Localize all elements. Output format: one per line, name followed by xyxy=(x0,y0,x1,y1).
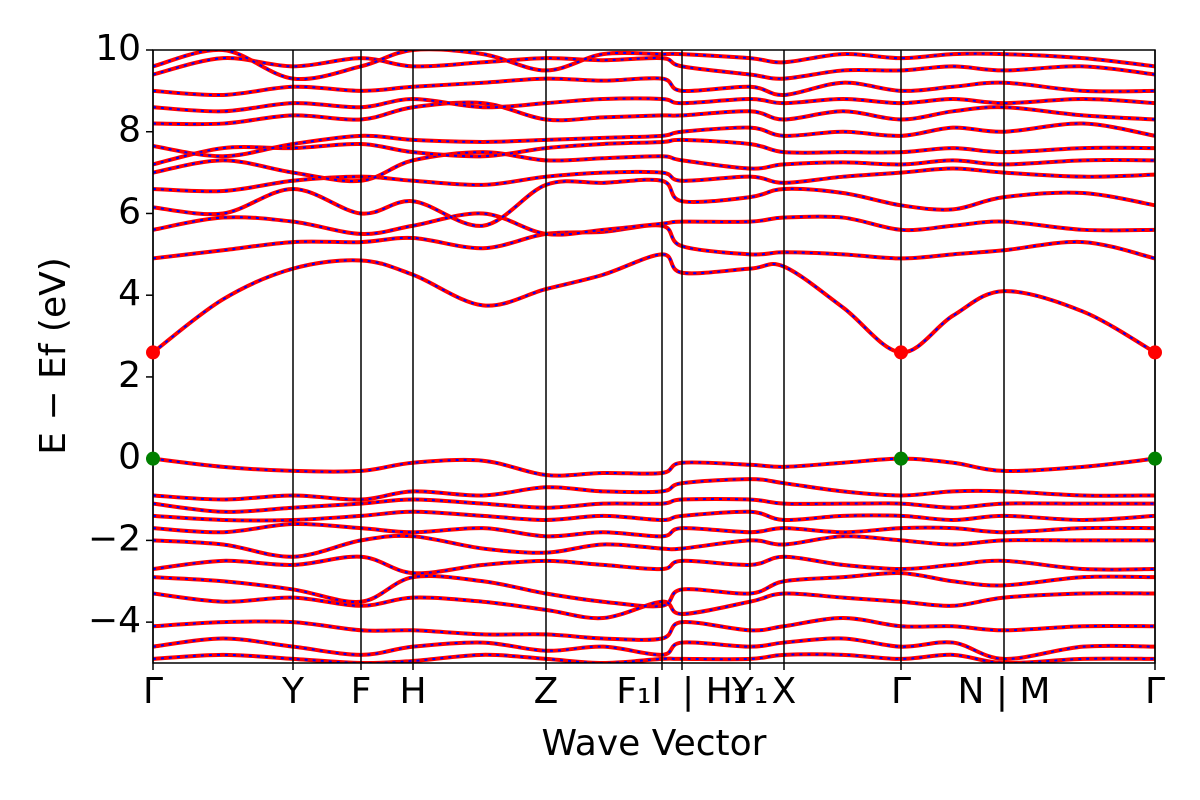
x-tick-label: Y₁ xyxy=(731,671,768,712)
x-tick-label: H xyxy=(399,671,426,712)
band-dashed xyxy=(153,97,1155,113)
y-tick-label: 8 xyxy=(118,110,141,151)
band-dashed xyxy=(153,50,1155,81)
band-dashed xyxy=(153,617,1155,641)
band-dashed xyxy=(153,522,1155,538)
y-tick-label: −2 xyxy=(88,518,141,559)
x-tick-label: F xyxy=(351,671,372,712)
band-dashed xyxy=(153,101,1155,126)
band xyxy=(153,477,1155,502)
band-dashed xyxy=(153,534,1155,558)
band-dashed xyxy=(153,77,1155,97)
x-tick-label: Z xyxy=(534,671,559,712)
band xyxy=(153,554,1155,576)
x-tick-label: Y xyxy=(281,671,305,712)
band-edge-marker xyxy=(894,345,908,360)
band xyxy=(153,509,1155,523)
x-tick-label: N | M xyxy=(957,671,1050,712)
band-dashed xyxy=(153,572,1155,608)
band-edge-marker xyxy=(894,451,908,466)
band-edge-marker xyxy=(1148,345,1162,360)
band-dashed xyxy=(153,178,1155,227)
band-dashed xyxy=(153,457,1155,477)
band-dashed xyxy=(153,167,1155,193)
band-dashed xyxy=(153,212,1155,236)
band-dashed xyxy=(153,253,1155,354)
band-dashed xyxy=(153,56,1155,80)
x-tick-label: Γ xyxy=(891,671,911,712)
y-tick-label: 10 xyxy=(95,28,141,69)
x-tick-label: | H₁ xyxy=(682,671,747,712)
band-edge-marker xyxy=(1148,451,1162,466)
y-tick-label: 4 xyxy=(118,273,141,314)
x-tick-label: Γ xyxy=(1145,671,1165,712)
band-dashed xyxy=(153,151,1155,183)
band-dashed xyxy=(153,224,1155,260)
y-tick-label: 2 xyxy=(118,355,141,396)
band-edge-marker xyxy=(146,345,160,360)
y-tick-label: −4 xyxy=(88,600,141,641)
band-dashed xyxy=(153,122,1155,158)
y-tick-label: 6 xyxy=(118,191,141,232)
band-dashed xyxy=(153,138,1155,166)
x-axis-label: Wave Vector xyxy=(542,723,767,764)
x-tick-label: F₁I xyxy=(616,671,662,712)
y-tick-label: 0 xyxy=(118,437,141,478)
y-axis-label: E − Ef (eV) xyxy=(33,257,74,455)
band-edge-marker xyxy=(146,451,160,466)
x-tick-label: X xyxy=(772,671,797,712)
plot-area xyxy=(153,50,1155,663)
band-dashed xyxy=(153,637,1155,660)
x-tick-label: Γ xyxy=(143,671,163,712)
band xyxy=(153,591,1155,621)
band xyxy=(153,497,1155,514)
